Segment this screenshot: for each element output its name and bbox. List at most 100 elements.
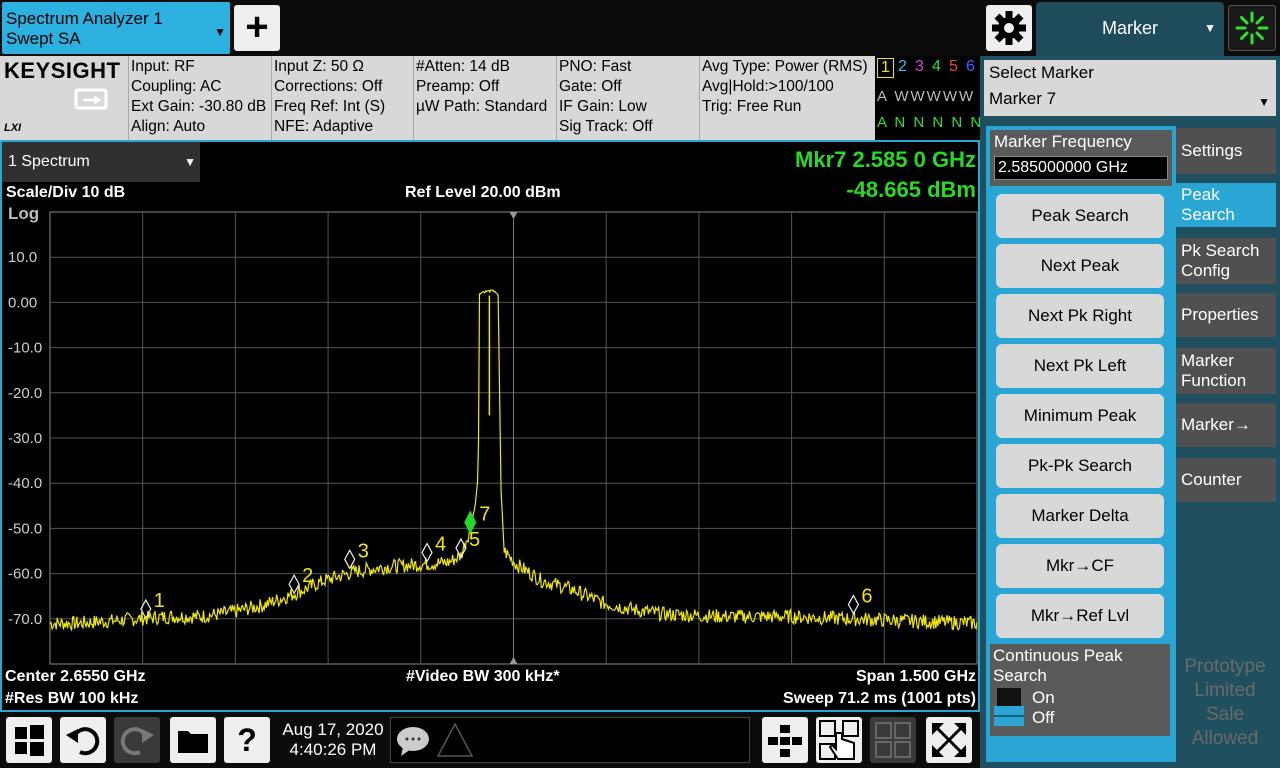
ref-level-label: Ref Level 20.00 dBm <box>405 184 561 201</box>
message-area[interactable] <box>390 717 750 763</box>
tab-counter[interactable]: Counter <box>1176 458 1276 502</box>
trace-number: 4 <box>932 58 941 75</box>
spectrum-trace <box>49 289 978 632</box>
info-text: #Atten: 14 dB <box>416 58 510 75</box>
tab-peak-search[interactable]: Peak Search <box>1176 183 1276 227</box>
help-button[interactable]: ? <box>224 717 270 763</box>
info-text: Avg|Hold:>100/100 <box>702 78 834 95</box>
message-icons <box>397 722 474 757</box>
tab-marker-to[interactable]: Marker→ <box>1176 403 1276 447</box>
tab-marker-function[interactable]: Marker Function <box>1176 348 1276 394</box>
windows-start-button[interactable] <box>6 717 52 763</box>
marker-readout-amplitude: -48.665 dBm <box>846 177 976 202</box>
peak-search-button[interactable]: Peak Search <box>996 194 1164 238</box>
tab-properties[interactable]: Properties <box>1176 293 1276 337</box>
next-peak-left-button[interactable]: Next Pk Left <box>996 344 1164 388</box>
prototype-watermark: Prototype Limited Sale Allowed <box>1184 656 1266 749</box>
sweep-label: Sweep 71.2 ms (1001 pts) <box>783 690 976 707</box>
marker-delta-button[interactable]: Marker Delta <box>996 494 1164 538</box>
monitor-icon[interactable] <box>74 88 110 114</box>
info-text: Ext Gain: -30.80 dB <box>131 98 267 115</box>
redo-icon <box>120 727 154 756</box>
info-text: Sig Track: Off <box>559 118 653 135</box>
window-selector-label: 1 Spectrum <box>8 153 90 170</box>
trace-number: 5 <box>949 58 958 75</box>
mkr-to-ref-lvl-button[interactable]: Mkr→Ref Lvl <box>996 594 1164 638</box>
trace-detector-row: A N N N N N <box>877 114 984 131</box>
next-peak-right-button[interactable]: Next Pk Right <box>996 294 1164 338</box>
add-screen-button[interactable]: + <box>234 5 280 51</box>
center-bottom-triangle <box>509 657 518 664</box>
info-input-column: Input: RF Coupling: AC Ext Gain: -30.80 … <box>131 57 266 137</box>
log-label: Log <box>8 204 40 223</box>
info-text: Corrections: Off <box>274 78 383 95</box>
divider <box>556 56 557 140</box>
info-text: Preamp: Off <box>416 78 500 95</box>
trace-indicator[interactable]: 1 2 3 4 5 6 A WWWWW A N N N N N <box>875 56 984 140</box>
info-avg-column: Avg Type: Power (RMS) Avg|Hold:>100/100 … <box>702 57 868 117</box>
info-pno-column: PNO: Fast Gate: Off IF Gain: Low Sig Tra… <box>559 57 653 137</box>
continuous-peak-search-toggle[interactable]: Continuous Peak Search On Off <box>990 644 1170 736</box>
marker-frequency-control[interactable]: Marker Frequency 2.585000000 GHz <box>990 130 1172 186</box>
lxi-logo: LXI <box>4 122 22 134</box>
minimum-peak-button[interactable]: Minimum Peak <box>996 394 1164 438</box>
center-top-triangle <box>509 212 518 219</box>
select-marker-dropdown[interactable]: Select Marker Marker 7 ▼ <box>984 60 1276 116</box>
divider <box>128 56 129 140</box>
chevron-down-icon: ▼ <box>214 25 226 39</box>
app-tab-spectrum-analyzer[interactable]: Spectrum Analyzer 1 Swept SA ▼ <box>2 2 230 54</box>
touch-mode-button[interactable] <box>816 717 862 763</box>
y-tick-label: -30.0 <box>8 430 42 447</box>
divider <box>413 56 414 140</box>
layout-button[interactable] <box>762 717 808 763</box>
marker-7-diamond <box>464 510 477 535</box>
y-tick-label: -40.0 <box>8 475 42 492</box>
scale-div-label: Scale/Div 10 dB <box>6 184 126 201</box>
trace-number: 1 <box>877 58 894 78</box>
divider <box>699 56 700 140</box>
status-button[interactable] <box>1228 5 1276 51</box>
maximize-button[interactable] <box>926 717 972 763</box>
chevron-down-icon: ▼ <box>1258 95 1270 109</box>
tab-settings[interactable]: Settings <box>1176 128 1276 174</box>
toggle-switch-icon[interactable] <box>994 688 1024 728</box>
mkr-to-cf-button[interactable]: Mkr→CF <box>996 544 1164 588</box>
app-tab-title: Spectrum Analyzer 1 <box>6 9 163 28</box>
spectrum-plot[interactable]: 10.0 0.00 -10.0 -20.0 -30.0 -40.0 -50.0 -60.0 -7… <box>0 0 980 712</box>
multi-window-icon <box>875 722 911 758</box>
app-tab-mode: Swept SA <box>6 29 81 48</box>
busy-spinner-icon <box>1235 11 1269 45</box>
multi-window-button[interactable] <box>870 717 916 763</box>
chevron-down-icon: ▼ <box>184 155 196 169</box>
video-bw-label: #Video BW 300 kHz* <box>406 668 560 685</box>
pk-pk-search-button[interactable]: Pk-Pk Search <box>996 444 1164 488</box>
marker-5-diamond <box>455 537 467 559</box>
tab-pk-search-config[interactable]: Pk Search Config <box>1176 238 1276 284</box>
y-tick-label: 10.0 <box>8 249 37 266</box>
span-label: Span 1.500 GHz <box>855 668 976 685</box>
info-text: µW Path: Standard <box>416 98 548 115</box>
marker-frequency-input[interactable]: 2.585000000 GHz <box>994 156 1168 180</box>
settings-button[interactable] <box>986 5 1032 51</box>
info-impedance-column: Input Z: 50 Ω Corrections: Off Freq Ref:… <box>274 57 385 137</box>
menu-marker-label: Marker <box>1101 18 1158 38</box>
marker-4-label: 4 <box>435 534 446 556</box>
marker-2-label: 2 <box>302 565 313 587</box>
marker-4-diamond <box>421 542 433 563</box>
y-tick-label: -60.0 <box>8 566 42 583</box>
next-peak-button[interactable]: Next Peak <box>996 244 1164 288</box>
marker-6-diamond <box>847 594 860 615</box>
undo-button[interactable] <box>60 717 106 763</box>
expand-icon <box>932 723 966 757</box>
menu-marker-tab[interactable]: Marker ▼ <box>1036 2 1224 56</box>
gear-icon <box>992 11 1026 45</box>
redo-button[interactable] <box>114 717 160 763</box>
trace-type-row: A WWWWW <box>877 88 976 105</box>
marker-3-label: 3 <box>358 540 369 562</box>
settings-info-bar: KEYSIGHT LXI Input: RF Coupling: AC Ext … <box>0 56 984 140</box>
marker-7-label: 7 <box>479 503 490 525</box>
window-selector[interactable]: 1 Spectrum ▼ <box>2 142 200 182</box>
file-button[interactable] <box>170 717 216 763</box>
info-text: Gate: Off <box>559 78 622 95</box>
res-bw-label: #Res BW 100 kHz <box>5 690 139 707</box>
